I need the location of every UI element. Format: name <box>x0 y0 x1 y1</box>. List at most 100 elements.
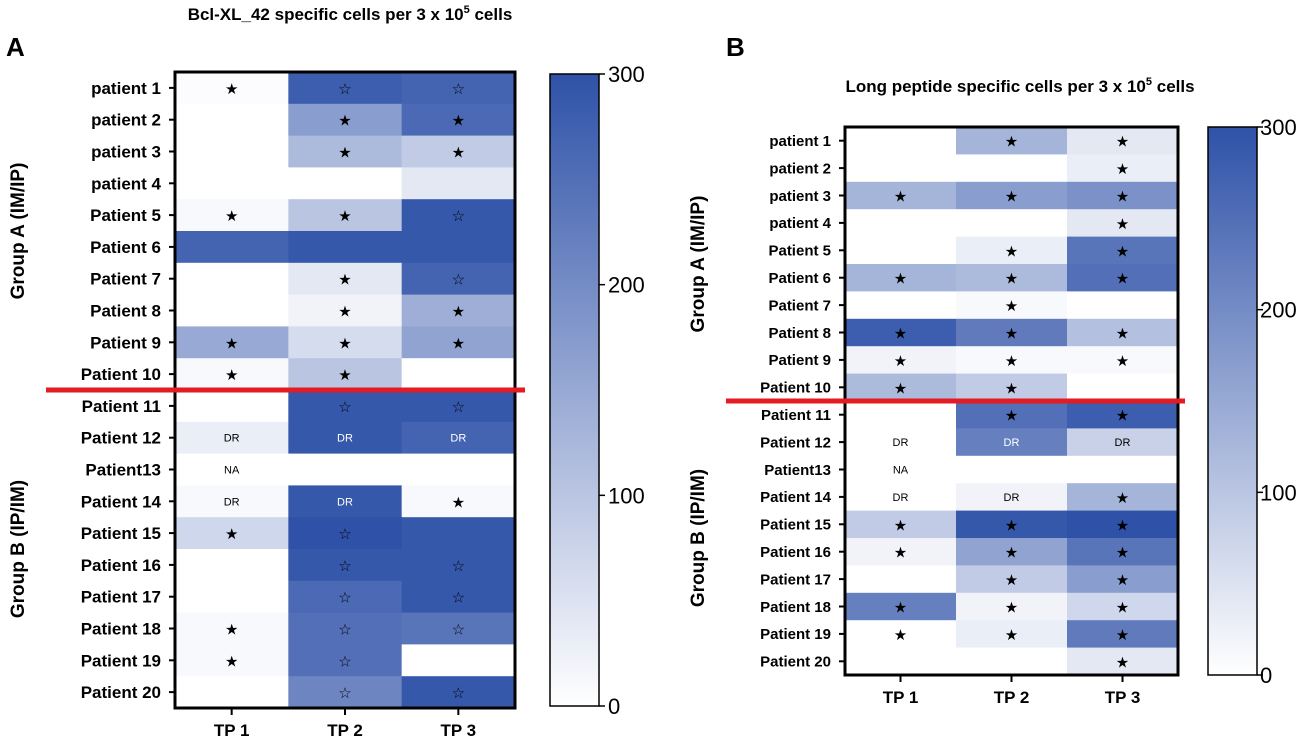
significance-star-icon: ★ <box>452 113 465 130</box>
significance-star-icon: ★ <box>1116 134 1129 151</box>
significance-star-icon: ★ <box>225 367 238 384</box>
heatmap-cells <box>845 127 1179 676</box>
row-label: patient 1 <box>91 79 161 98</box>
significance-star-icon: ★ <box>1116 654 1129 671</box>
heatmap-cell <box>175 612 289 645</box>
column-label: TP 2 <box>327 721 363 740</box>
significance-star-icon: ★ <box>1005 353 1018 370</box>
significance-star-icon: ★ <box>338 145 351 162</box>
chart-title-superscript: 5 <box>464 4 470 16</box>
significance-star-icon: ☆ <box>338 399 351 416</box>
significance-star-icon: ★ <box>338 335 351 352</box>
significance-star-icon: ★ <box>894 326 907 343</box>
heatmap-cell <box>845 401 957 429</box>
row-label: Patient13 <box>85 460 161 479</box>
heatmap-cell <box>1067 154 1179 183</box>
heatmap-cell <box>845 264 957 292</box>
heatmap-cell <box>175 231 289 264</box>
significance-star-icon: ★ <box>1116 545 1129 562</box>
heatmap-cell <box>1067 127 1179 155</box>
heatmap-cells <box>175 72 516 709</box>
heatmap-cell <box>1067 510 1179 539</box>
significance-star-icon: ★ <box>1116 600 1129 617</box>
row-label: Patient 18 <box>760 599 831 616</box>
row-label: Patient 5 <box>90 206 161 225</box>
heatmap-cell <box>845 620 957 649</box>
row-label: patient 1 <box>769 133 831 150</box>
significance-star-icon: ★ <box>1116 243 1129 260</box>
colorbar-tick-label: 100 <box>1260 480 1297 505</box>
heatmap-cell <box>845 154 957 183</box>
cell-status-label: DR <box>337 433 353 445</box>
heatmap-cell <box>175 580 289 614</box>
row-label: Patient 17 <box>81 588 161 607</box>
heatmap-cell <box>288 580 403 614</box>
significance-star-icon: ★ <box>894 271 907 288</box>
heatmap-cell <box>956 647 1068 676</box>
heatmap-cell <box>175 72 289 105</box>
row-label: Patient 14 <box>760 489 832 506</box>
significance-star-icon: ☆ <box>338 685 351 702</box>
row-label: Patient 9 <box>90 333 161 352</box>
heatmap-cell <box>956 538 1068 566</box>
significance-star-icon: ★ <box>1005 408 1018 425</box>
row-label: Patient 10 <box>760 380 831 397</box>
chart-title: Bcl-XL_42 specific cells per 3 x 105 cel… <box>188 4 513 24</box>
heatmap-cell <box>175 421 289 455</box>
significance-star-icon: ★ <box>1116 627 1129 644</box>
significance-star-icon: ★ <box>225 81 238 98</box>
heatmap-cell <box>845 346 957 375</box>
row-label: Patient 7 <box>768 297 831 314</box>
row-label: Patient 8 <box>768 325 831 342</box>
row-label: Patient 6 <box>768 270 831 287</box>
heatmap-cell <box>956 154 1068 183</box>
heatmap-cell <box>1067 647 1179 676</box>
row-label: Patient 19 <box>760 626 831 643</box>
colorbar-tick-label: 100 <box>608 483 645 508</box>
significance-star-icon: ★ <box>225 653 238 670</box>
significance-star-icon: ☆ <box>452 272 465 289</box>
colorbar-tick-label: 300 <box>608 62 645 87</box>
row-label: Patient 8 <box>90 301 161 320</box>
heatmap-cell <box>401 453 516 486</box>
heatmap-cell <box>845 291 957 320</box>
significance-star-icon: ★ <box>894 380 907 397</box>
significance-star-icon: ☆ <box>338 526 351 543</box>
significance-star-icon: ★ <box>894 627 907 644</box>
heatmap-cell <box>288 262 403 296</box>
significance-star-icon: ★ <box>1005 298 1018 315</box>
significance-star-icon: ★ <box>1116 517 1129 534</box>
heatmap-cell <box>401 262 516 296</box>
column-label: TP 3 <box>441 721 477 740</box>
heatmap-cell <box>845 181 957 210</box>
heatmap-cell <box>175 390 289 423</box>
significance-star-icon: ★ <box>1116 161 1129 178</box>
heatmap-cell <box>288 326 403 359</box>
heatmap-cell <box>956 428 1068 457</box>
heatmap-cell <box>288 676 403 709</box>
chart-title-main: Long peptide specific cells per 3 x 10 <box>845 77 1145 96</box>
significance-star-icon: ☆ <box>338 590 351 607</box>
heatmap-cell <box>175 135 289 168</box>
heatmap-cell <box>175 485 289 518</box>
significance-star-icon: ★ <box>894 353 907 370</box>
cell-status-label: DR <box>893 492 909 504</box>
significance-star-icon: ☆ <box>338 558 351 575</box>
significance-star-icon: ★ <box>1005 134 1018 151</box>
heatmap-cell <box>956 483 1068 512</box>
heatmap-cell <box>1067 291 1179 320</box>
heatmap-cell <box>401 485 516 518</box>
heatmap-cell <box>1067 209 1179 238</box>
significance-star-icon: ☆ <box>452 558 465 575</box>
significance-star-icon: ★ <box>894 517 907 534</box>
group-label: Group A (IM/IP) <box>688 196 709 333</box>
significance-star-icon: ★ <box>1005 600 1018 617</box>
cell-status-label: DR <box>450 433 466 445</box>
heatmap-cell <box>401 517 516 550</box>
significance-star-icon: ★ <box>1005 326 1018 343</box>
heatmap-cell <box>1067 455 1179 484</box>
significance-star-icon: ★ <box>1005 380 1018 397</box>
heatmap-cell <box>956 127 1068 155</box>
significance-star-icon: ★ <box>1116 353 1129 370</box>
